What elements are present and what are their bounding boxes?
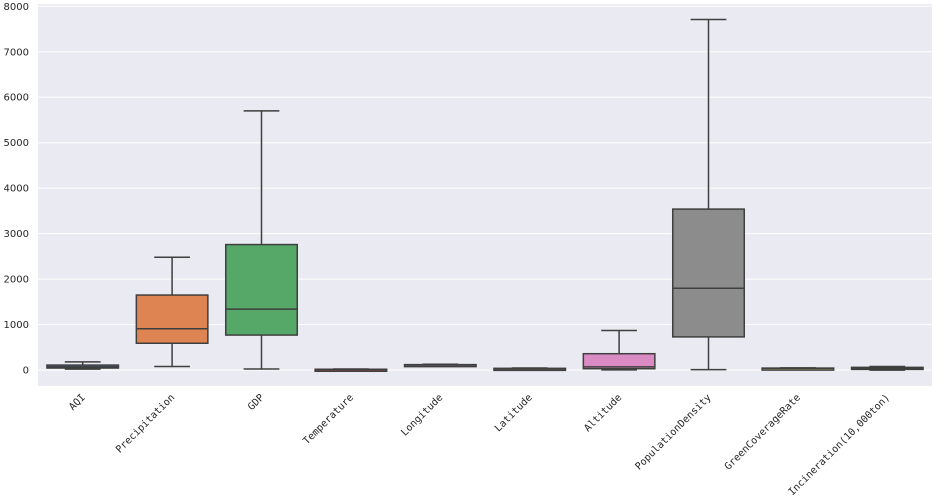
y-tick-label: 5000	[4, 138, 29, 149]
iqr-box	[135, 294, 209, 345]
x-axis-category-labels: AQI Precipitation GDP Temperature Longitude L…	[67, 392, 892, 498]
grid-lines	[38, 5, 932, 371]
box-incineration-10-000ton	[850, 365, 924, 371]
iqr-box	[671, 208, 746, 338]
y-tick-label: 0	[23, 366, 29, 377]
y-tick-label: 6000	[4, 93, 29, 104]
box-aqi	[46, 361, 120, 370]
x-tick-label: GDP	[246, 392, 267, 413]
box-longitude	[403, 363, 477, 368]
box-populationdensity	[671, 18, 746, 371]
box-temperature	[314, 368, 388, 373]
x-tick-label: AQI	[67, 392, 88, 413]
box-altitude	[582, 329, 656, 371]
y-tick-label: 7000	[4, 47, 29, 58]
y-tick-label: 1000	[4, 320, 29, 331]
iqr-box	[224, 243, 299, 336]
y-tick-label: 8000	[4, 2, 29, 13]
y-tick-label: 4000	[4, 184, 29, 195]
box-gdp	[224, 110, 299, 370]
y-tick-label: 2000	[4, 275, 29, 286]
x-tick-label: PopulationDensity	[633, 392, 713, 472]
y-axis-tick-labels: 0 1000 2000 3000 4000 5000 6000 7000 8000	[4, 2, 29, 377]
x-tick-label: Longitude	[399, 392, 445, 438]
x-tick-label: Temperature	[301, 392, 356, 447]
x-tick-label: Incineration(10,000ton)	[787, 392, 893, 498]
x-tick-label: Altitude	[582, 392, 624, 434]
y-tick-label: 3000	[4, 229, 29, 240]
box-greencoveragerate	[761, 367, 835, 371]
boxes	[46, 18, 924, 373]
x-tick-label: GreenCoverageRate	[723, 392, 803, 472]
box-precipitation	[135, 256, 209, 368]
x-tick-label: Latitude	[493, 392, 535, 434]
iqr-box	[582, 352, 656, 370]
box-latitude	[493, 367, 567, 372]
x-tick-label: Precipitation	[114, 392, 177, 455]
